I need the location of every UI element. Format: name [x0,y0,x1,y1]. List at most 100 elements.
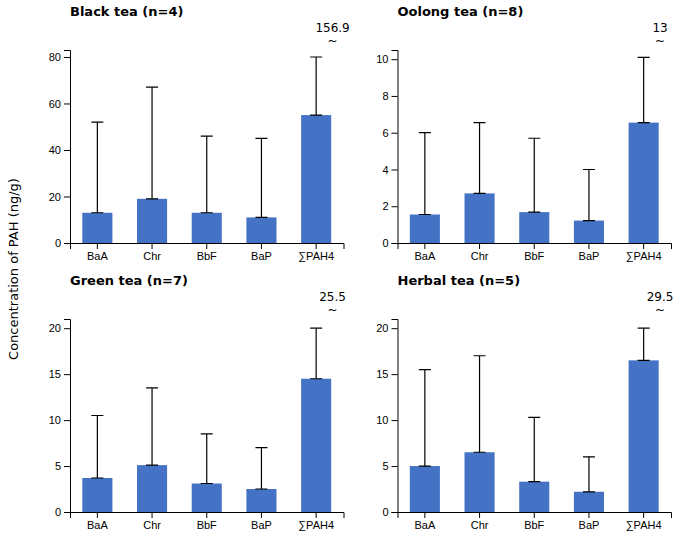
annotation: ~ [655,34,665,48]
error-bar-cap [419,369,431,370]
x-tick: Chr [143,512,161,531]
x-axis: BaAChrBbFBaP∑PAH4 [398,243,672,263]
x-tick: Chr [471,512,489,531]
error-bar-stem [261,138,262,217]
tick-label: BbF [197,250,217,262]
bar [82,213,112,243]
error-bar-stem [151,87,152,199]
error-bar-stem [424,370,425,467]
tick-label: Chr [471,519,489,531]
bar [574,221,604,243]
axis-line [392,320,399,513]
error-bar-cap [528,212,540,213]
error-bar-cap [146,465,158,466]
y-tick: 20 [49,191,70,203]
error-bar-cap [583,220,595,221]
tick-label: ∑PAH4 [626,519,662,532]
error-bar-cap [310,328,322,329]
tick-mark [152,243,153,249]
error-bar-stem [151,388,152,465]
tick-label: 0 [55,506,61,518]
error-bar [201,136,213,213]
chart-title: Black tea (n=4) [70,4,183,19]
tick-mark [64,57,70,58]
bar [410,215,440,243]
error-bar-cap [474,193,486,194]
tick-label: 20 [376,322,388,334]
tick-mark [588,243,589,249]
error-bar [255,448,267,489]
x-tick: BaP [579,512,600,531]
x-tick: ∑PAH4 [298,512,334,532]
bar [519,482,549,512]
x-tick: ∑PAH4 [626,512,662,532]
error-bar-cap [583,169,595,170]
tick-mark [261,512,262,518]
tick-label: 4 [382,163,388,175]
x-tick: BaP [251,512,272,531]
annotation: 156.9 [315,21,349,35]
tick-mark [64,196,70,197]
error-bar-cap [474,355,486,356]
error-bar-cap [638,360,650,361]
x-axis: BaAChrBbFBaP∑PAH4 [398,512,672,532]
error-bar-cap [146,87,158,88]
tick-mark [152,512,153,518]
x-tick: ∑PAH4 [626,243,662,263]
tick-mark [64,243,70,244]
y-tick: 20 [376,322,397,334]
y-tick: 80 [49,51,70,63]
tick-label: 0 [55,237,61,249]
error-bar-cap [255,138,267,139]
y-axis-title: Concentration of PAH (ng/g) [6,178,21,360]
y-tick: 20 [49,322,70,334]
annotation: ~ [655,303,665,317]
error-bar-cap [583,456,595,457]
plot-area [82,57,331,243]
tick-label: 5 [382,460,388,472]
y-tick: 40 [49,144,70,156]
y-tick: 5 [55,460,70,472]
tick-label: 15 [49,368,61,380]
x-axis: BaAChrBbFBaP∑PAH4 [71,243,345,263]
tick-label: 10 [49,414,61,426]
x-axis: BaAChrBbFBaP∑PAH4 [71,512,345,532]
tick-mark [392,169,398,170]
tick-label: 15 [376,368,388,380]
bar [574,492,604,512]
x-tick: ∑PAH4 [298,243,334,263]
tick-label: 6 [382,127,388,139]
error-bar-cap [91,121,103,122]
tick-label: BbF [524,519,544,531]
tick-mark [392,243,398,244]
y-tick: 6 [382,127,397,139]
bar [465,452,495,512]
tick-label: ∑PAH4 [298,519,334,532]
tick-label: BaP [579,250,600,262]
error-bar-cap [201,433,213,434]
tick-label: BaA [87,250,108,262]
error-bar-cap [255,488,267,489]
y-axis: 0 20 40 60 80 [49,51,71,250]
tick-label: 60 [49,98,61,110]
tick-label: BbF [524,250,544,262]
tick-mark [206,512,207,518]
error-bar-cap [310,56,322,57]
bar [82,478,112,512]
y-tick: 2 [382,200,397,212]
tick-label: BaP [251,519,272,531]
tick-mark [64,512,70,513]
plot-area [410,57,659,243]
y-tick: 0 [382,506,397,518]
x-tick: BaA [87,243,108,262]
error-bar-stem [206,136,207,213]
error-bar-cap [91,212,103,213]
tick-mark [392,206,398,207]
error-bar [255,138,267,217]
plot-area [410,328,659,512]
bar [192,484,222,512]
y-axis: 05101520 [376,320,398,519]
error-bar-stem [206,434,207,484]
error-bar-cap [310,115,322,116]
error-bar [583,169,595,220]
